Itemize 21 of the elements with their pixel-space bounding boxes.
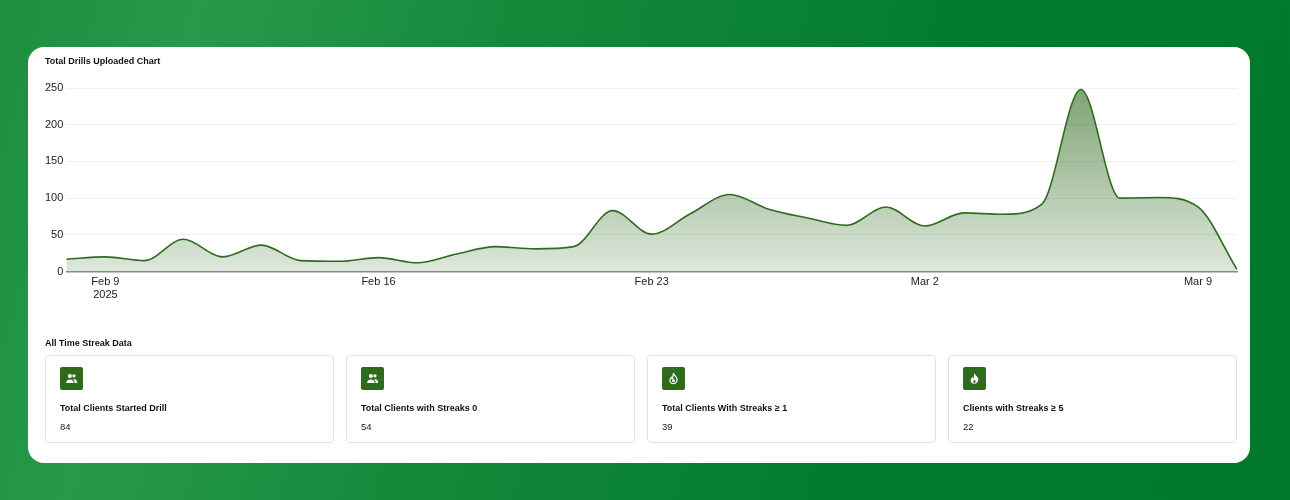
y-tick-label: 100 bbox=[44, 191, 64, 204]
y-tick-label: 50 bbox=[51, 227, 64, 240]
x-tick-label: Feb 23 bbox=[634, 275, 669, 288]
y-tick-label: 150 bbox=[44, 154, 64, 167]
y-tick-label: 250 bbox=[44, 81, 64, 94]
data-label: 39 bbox=[662, 421, 673, 432]
y-tick-label: 200 bbox=[44, 117, 64, 130]
data-label: 22 bbox=[963, 421, 974, 432]
x-tick-label: Mar 2 bbox=[910, 275, 939, 288]
text: All Time Streak Data bbox=[45, 338, 132, 349]
y-tick-label: 0 bbox=[57, 264, 64, 277]
category-label: Total Clients With Streaks ≥ 1 bbox=[662, 403, 788, 414]
x-tick-label: Feb 9 2025 bbox=[91, 275, 120, 301]
x-tick-label: Mar 9 bbox=[1183, 275, 1213, 288]
data-label: 54 bbox=[361, 421, 372, 432]
category-label: Clients with Streaks ≥ 5 bbox=[963, 403, 1064, 414]
data-label: 84 bbox=[60, 421, 71, 432]
chart-title: Total Drills Uploaded Chart bbox=[45, 56, 161, 67]
category-label: Total Clients Started Drill bbox=[60, 403, 167, 414]
x-tick-label: Feb 16 bbox=[361, 275, 396, 288]
category-label: Total Clients with Streaks 0 bbox=[361, 403, 478, 414]
